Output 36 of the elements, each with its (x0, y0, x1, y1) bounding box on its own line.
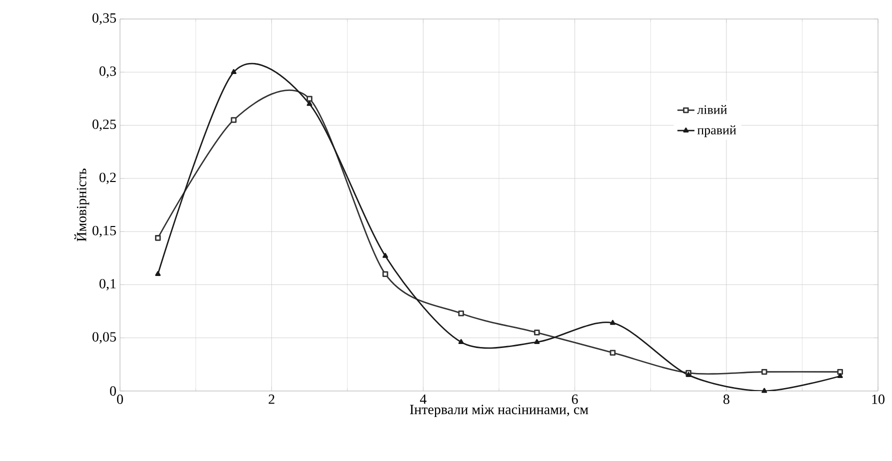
point (761, 368, 768, 375)
point (837, 368, 843, 375)
point (610, 350, 616, 356)
x-tick-label: 8 (723, 394, 730, 404)
y-tick-label: 0,35 (92, 13, 116, 25)
point (382, 252, 388, 258)
point (534, 330, 540, 336)
point (230, 69, 236, 74)
x-tick-label: 6 (572, 394, 578, 404)
x-tick-label: 2 (268, 394, 274, 404)
point (306, 96, 312, 102)
x-tick-label: 10 (872, 394, 884, 404)
x-tick-label: 0 (117, 394, 123, 404)
point (458, 339, 464, 344)
y-tick-label: 0,3 (100, 66, 116, 78)
point (155, 270, 161, 276)
x-tick-label: 4 (420, 394, 426, 404)
point (534, 339, 540, 344)
y-tick-label: 0,05 (92, 332, 116, 344)
point (155, 235, 161, 241)
y-tick-label: 0,15 (92, 226, 116, 238)
y-tick-label: 0 (110, 386, 116, 396)
legend-label: правий (697, 125, 736, 138)
point (382, 271, 388, 277)
point (762, 388, 768, 393)
point (458, 310, 464, 316)
legend-label: лівий (697, 105, 727, 114)
point (306, 100, 312, 106)
y-tick-label: 0,25 (92, 120, 116, 132)
x-axis-title: Інтервали між насінинами, см (410, 404, 588, 418)
point (230, 117, 237, 123)
y-axis-title: Ймовірність (74, 168, 90, 242)
y-tick-label: 0,2 (100, 172, 116, 184)
point (610, 320, 616, 325)
point (837, 373, 843, 378)
y-tick-label: 0,1 (100, 278, 116, 290)
